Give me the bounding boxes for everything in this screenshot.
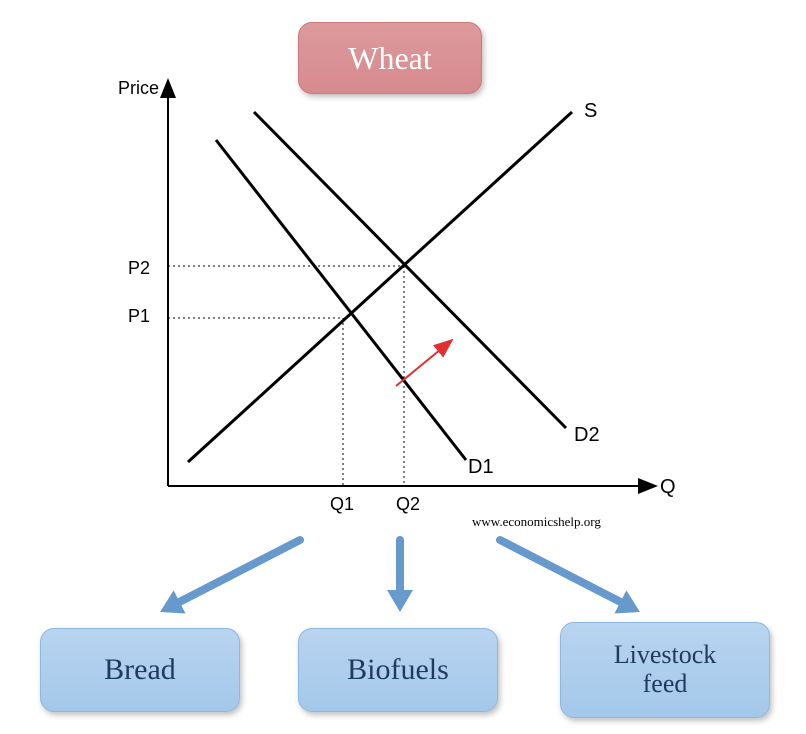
label-q2: Q2 <box>396 494 420 515</box>
diagram-svg <box>0 0 806 734</box>
label-p1: P1 <box>128 306 150 327</box>
label-d2: D2 <box>574 424 600 447</box>
label-s: S <box>584 100 597 123</box>
flow-arrows <box>160 540 640 613</box>
label-price: Price <box>118 78 159 99</box>
label-q: Q <box>660 476 676 499</box>
label-q1: Q1 <box>330 494 354 515</box>
label-p2: P2 <box>128 258 150 279</box>
source-citation: www.economicshelp.org <box>472 514 601 530</box>
label-d1: D1 <box>468 456 494 479</box>
